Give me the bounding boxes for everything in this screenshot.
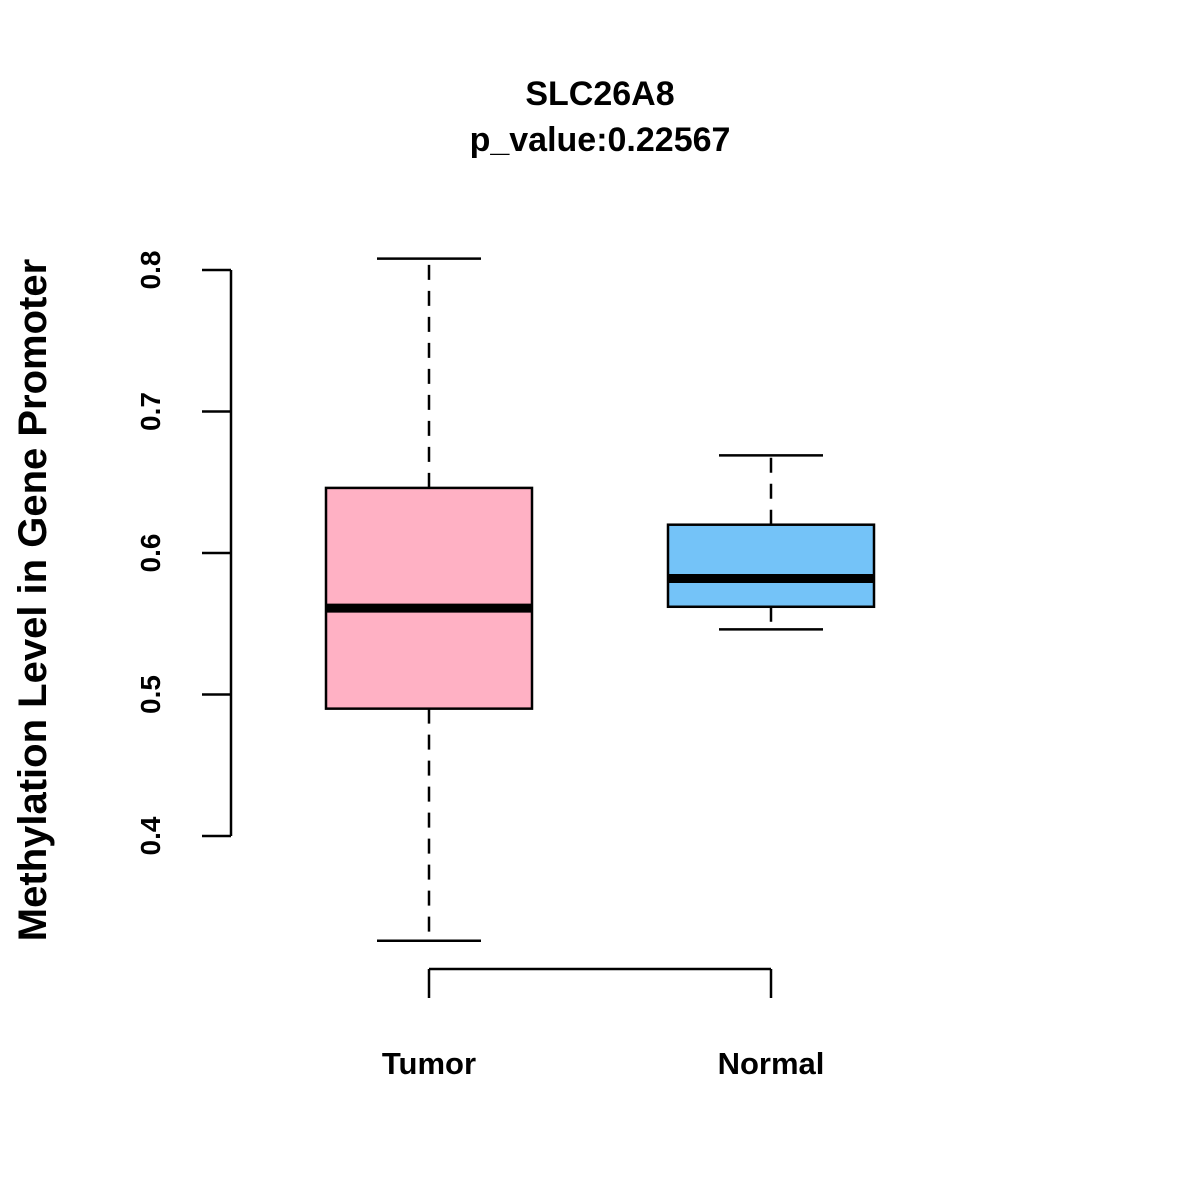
y-tick-label: 0.5	[135, 675, 166, 714]
box-normal	[666, 523, 876, 609]
y-tick-label: 0.8	[135, 251, 166, 290]
box-tumor	[324, 486, 534, 710]
y-tick-label: 0.6	[135, 534, 166, 573]
chart-subtitle: p_value:0.22567	[470, 121, 731, 159]
y-tick-label: 0.4	[135, 816, 166, 855]
x-tick-label: Tumor	[382, 1046, 476, 1081]
x-tick-label: Normal	[718, 1046, 825, 1081]
chart-title: SLC26A8	[525, 75, 674, 113]
y-axis-label: Methylation Level in Gene Promoter	[11, 259, 55, 941]
y-tick-label: 0.7	[135, 392, 166, 431]
